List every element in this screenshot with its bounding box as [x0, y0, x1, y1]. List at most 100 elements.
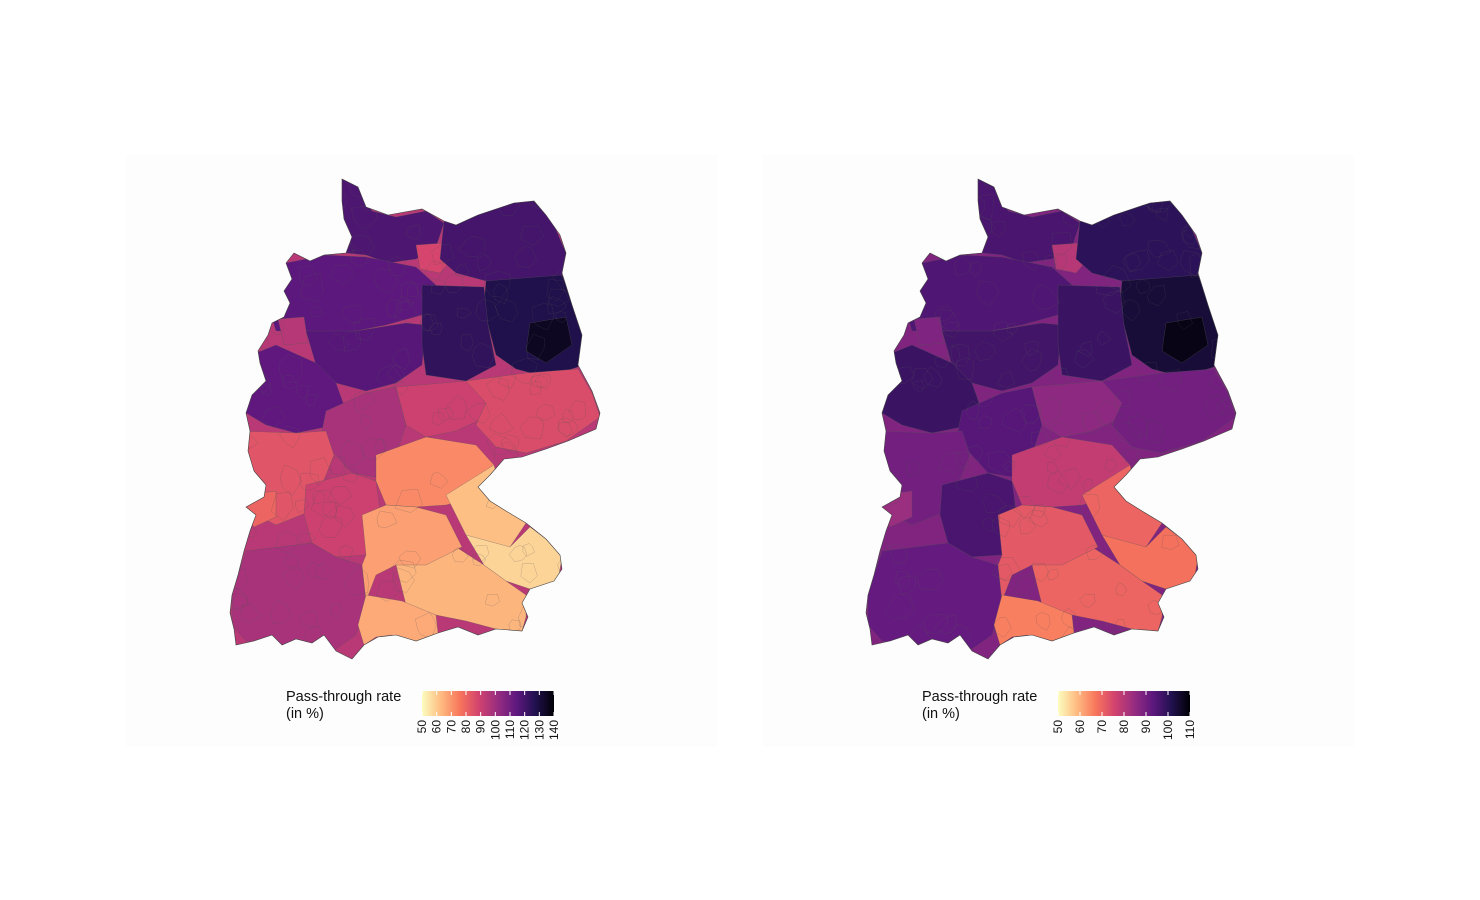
district-boundary	[429, 322, 443, 335]
district-boundary	[500, 434, 519, 454]
district-boundary	[420, 314, 434, 332]
district-boundary	[571, 469, 592, 491]
district-boundary	[547, 288, 570, 307]
district-boundary	[467, 633, 486, 650]
district-boundary	[492, 183, 516, 204]
district-boundary	[922, 227, 939, 244]
district-boundary	[232, 592, 249, 611]
district-boundary	[1032, 284, 1061, 310]
district-boundary	[359, 438, 386, 461]
district-boundary	[350, 234, 375, 258]
district-boundary	[895, 570, 910, 589]
district-boundary	[556, 204, 572, 218]
colorbar-tick-label: 110	[1183, 720, 1197, 739]
district-boundary	[1102, 290, 1126, 315]
district-boundary	[999, 188, 1018, 208]
district-boundary	[1176, 311, 1193, 330]
district-boundary	[969, 261, 983, 277]
district-boundary	[312, 489, 325, 504]
district-boundary	[939, 309, 961, 332]
colorbar-tick-label: 50	[415, 720, 429, 734]
district-boundary	[1053, 252, 1068, 271]
district-boundary	[475, 298, 499, 322]
colorbar-tick-label: 70	[444, 720, 458, 734]
district-boundary	[1116, 421, 1143, 443]
district-boundary	[270, 599, 292, 624]
district-boundary	[343, 331, 362, 352]
district-boundary	[966, 445, 983, 462]
district-boundary	[394, 382, 409, 396]
district-boundary	[1051, 232, 1073, 257]
district-boundary	[322, 501, 338, 520]
district-boundary	[531, 374, 548, 388]
district-boundary	[557, 417, 579, 438]
district-boundary	[1014, 573, 1036, 596]
district-boundary	[460, 334, 474, 352]
colorbar-tick-label: 60	[1073, 720, 1087, 734]
region-schwaben	[361, 504, 463, 602]
district-boundary	[1079, 593, 1096, 608]
district-boundary	[1179, 250, 1204, 277]
district-boundary	[230, 288, 247, 311]
district-boundary	[1119, 211, 1136, 227]
district-boundary	[1078, 341, 1093, 357]
district-boundary	[534, 373, 552, 389]
district-boundary	[305, 394, 318, 407]
district-boundary	[567, 536, 592, 558]
district-boundary	[389, 635, 403, 648]
district-boundary	[878, 490, 891, 502]
district-boundary	[994, 563, 1013, 581]
district-boundary	[320, 179, 340, 196]
district-boundary	[1024, 340, 1039, 357]
region-niedersachsen-north	[903, 254, 1073, 334]
district-boundary	[1074, 349, 1095, 369]
district-boundary	[1128, 415, 1149, 437]
district-boundary	[390, 559, 417, 583]
district-boundary	[1047, 470, 1070, 494]
district-boundary	[1049, 420, 1071, 448]
region-niedersachsen-north	[267, 254, 437, 334]
district-boundary	[1022, 250, 1040, 271]
district-boundary	[270, 491, 294, 521]
district-boundary	[299, 273, 324, 303]
district-boundary	[498, 366, 517, 389]
district-boundary	[1104, 458, 1117, 473]
district-boundary	[558, 422, 572, 438]
district-boundary	[872, 477, 901, 502]
district-boundary	[405, 224, 421, 240]
legend-title: Pass-through rate (in %)	[922, 689, 1038, 722]
district-boundary	[339, 440, 366, 467]
region-berlin	[1161, 316, 1209, 364]
district-boundary	[318, 515, 343, 538]
district-boundary	[974, 341, 997, 361]
region-sachsen-anhalt	[1057, 284, 1133, 382]
district-boundary	[472, 342, 495, 369]
district-boundary	[1082, 179, 1105, 191]
district-boundary	[374, 437, 388, 454]
colorbar-tick-label: 60	[430, 720, 444, 734]
district-boundary	[296, 384, 310, 399]
district-boundary	[466, 403, 491, 424]
colorbar-tick-label: 90	[474, 720, 488, 734]
district-boundary	[510, 357, 538, 385]
district-boundary	[471, 545, 490, 562]
district-boundary	[1030, 430, 1049, 448]
district-boundary	[430, 280, 446, 295]
district-boundary	[240, 604, 263, 623]
district-boundary	[901, 197, 919, 215]
district-boundary	[261, 383, 272, 397]
district-boundary	[1191, 187, 1205, 200]
district-boundary	[997, 370, 1016, 388]
district-boundary	[993, 320, 1013, 343]
district-boundary	[519, 416, 544, 440]
district-boundary	[407, 282, 419, 298]
district-boundary	[306, 561, 325, 578]
district-boundary	[547, 443, 572, 470]
district-boundary	[299, 265, 319, 287]
district-boundary	[992, 557, 1021, 582]
district-boundary	[981, 493, 1007, 514]
district-boundary	[298, 532, 317, 545]
district-boundary	[1001, 408, 1027, 433]
colorbar-tick-label: 50	[1051, 720, 1065, 734]
district-boundary	[1082, 478, 1093, 492]
